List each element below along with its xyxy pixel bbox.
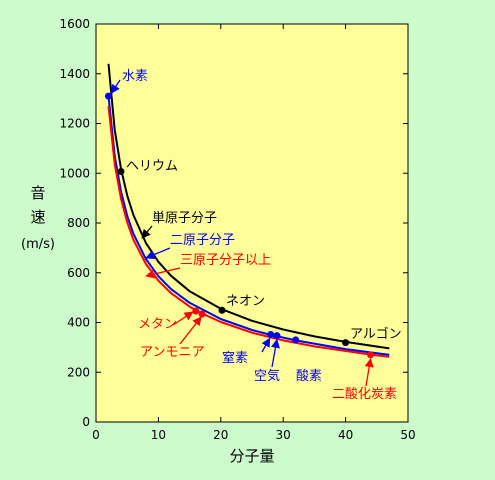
point-label-8: 酸素 — [296, 369, 322, 384]
point-label-1: ヘリウム — [126, 159, 178, 174]
x-tick-label: 10 — [151, 428, 166, 442]
y-axis-label-char-1: 音 — [30, 184, 45, 202]
point-arrow-6 — [261, 337, 271, 353]
point-arrow-4 — [172, 311, 194, 326]
point-label-0: 水素 — [122, 69, 148, 84]
x-tick-label: 50 — [400, 428, 415, 442]
data-point-6 — [267, 330, 275, 338]
point-arrow-9 — [364, 357, 374, 387]
point-label-2: ネオン — [226, 294, 265, 309]
point-label-4: メタン — [138, 317, 177, 332]
y-tick-label: 200 — [67, 365, 90, 379]
data-point-3 — [342, 339, 350, 347]
data-point-1 — [117, 168, 125, 176]
data-point-9 — [367, 351, 375, 359]
data-point-5 — [198, 310, 206, 318]
series-line-1 — [107, 95, 390, 356]
series-line-0 — [107, 63, 390, 350]
point-label-6: 窒素 — [222, 350, 248, 366]
y-axis-label-char-2: 速 — [30, 208, 45, 226]
series-label-1: 二原子分子 — [170, 233, 235, 248]
x-tick-label: 30 — [276, 428, 291, 442]
point-arrow-0 — [110, 79, 121, 94]
series-label-0: 単原子分子 — [152, 210, 217, 226]
point-arrow-7 — [271, 338, 280, 368]
point-label-9: 二酸化炭素 — [332, 387, 397, 402]
y-tick-label: 400 — [67, 316, 90, 330]
data-point-8 — [292, 336, 300, 344]
point-label-7: 空気 — [254, 368, 280, 384]
x-axis-label: 分子量 — [229, 447, 274, 465]
point-label-5: アンモニア — [140, 345, 204, 360]
series-arrow-2 — [145, 267, 181, 279]
data-point-2 — [218, 306, 226, 314]
x-tick-label: 20 — [213, 428, 228, 442]
axes: 0 10 20 30 40 50 0 200 400 600 800 1000 1200 1400 1600 — [59, 17, 415, 442]
x-tick-label: 40 — [338, 428, 353, 442]
y-axis-label-unit: (m/s) — [21, 237, 55, 252]
data-point-0 — [104, 92, 112, 100]
data-point-4 — [192, 307, 200, 315]
data-point-7 — [273, 332, 281, 340]
points-layer — [104, 92, 375, 359]
y-tick-label: 600 — [67, 266, 90, 280]
series-arrow-0 — [141, 225, 153, 239]
plot-area — [96, 24, 408, 422]
y-tick-label: 1600 — [59, 17, 90, 31]
y-tick-label: 1200 — [59, 117, 90, 131]
y-tick-label: 1400 — [59, 67, 90, 81]
y-tick-label: 1000 — [59, 166, 90, 180]
y-tick-label: 800 — [67, 216, 90, 230]
x-tick-label: 0 — [92, 428, 100, 442]
y-tick-label: 0 — [82, 415, 90, 429]
point-arrow-5 — [179, 316, 202, 345]
point-label-3: アルゴン — [350, 326, 402, 342]
series-label-2: 三原子分子以上 — [180, 253, 271, 268]
series-arrow-1 — [145, 247, 171, 260]
